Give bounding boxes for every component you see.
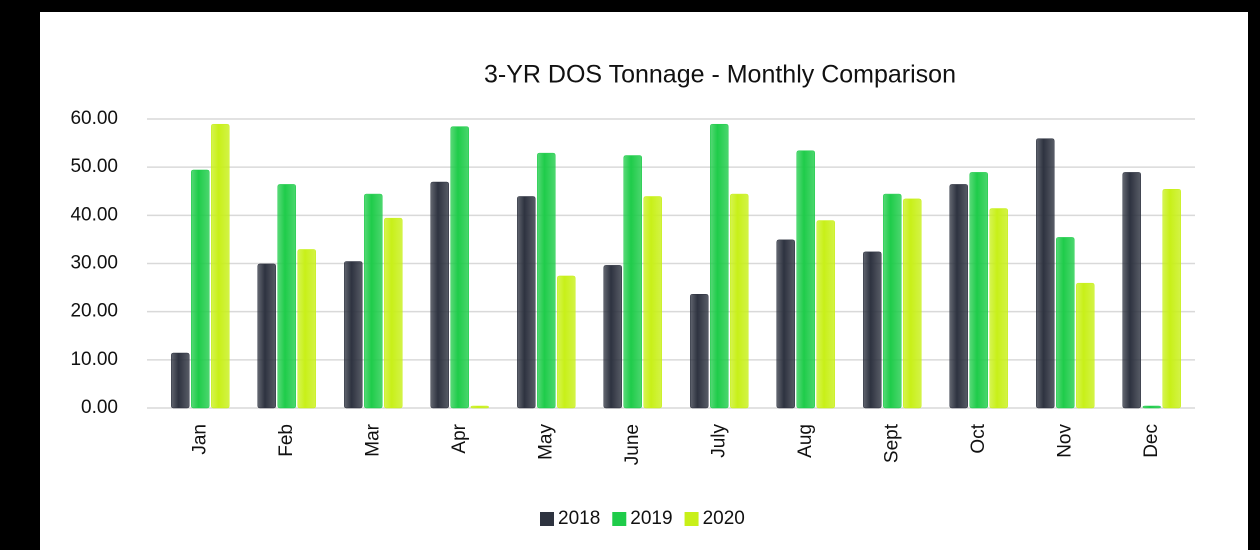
y-tick-label: 20.00 bbox=[70, 301, 118, 322]
legend-label: 2018 bbox=[558, 508, 600, 529]
bar bbox=[796, 150, 815, 409]
bar bbox=[277, 184, 296, 409]
bar bbox=[211, 123, 230, 409]
x-tick-label: July bbox=[708, 424, 729, 458]
legend-swatch bbox=[540, 512, 554, 526]
bar bbox=[903, 198, 922, 409]
bar bbox=[816, 220, 835, 409]
y-tick-label: 0.00 bbox=[81, 397, 118, 418]
bar bbox=[863, 251, 882, 409]
x-tick-label: Dec bbox=[1141, 424, 1162, 458]
legend-swatch bbox=[612, 512, 627, 526]
x-tick-label: Aug bbox=[795, 424, 816, 458]
bar bbox=[297, 249, 316, 409]
bar bbox=[643, 196, 662, 409]
bar bbox=[710, 123, 729, 409]
bar bbox=[1162, 189, 1181, 409]
x-tick-label: Apr bbox=[449, 423, 470, 453]
bar bbox=[1122, 172, 1141, 409]
bar bbox=[969, 172, 988, 409]
bar bbox=[191, 169, 210, 409]
bar bbox=[557, 275, 576, 409]
x-tick-label: Mar bbox=[362, 423, 383, 456]
x-tick-label: Oct bbox=[968, 423, 989, 453]
chart-title: 3-YR DOS Tonnage - Monthly Comparison bbox=[484, 61, 956, 89]
bar bbox=[517, 196, 536, 409]
bar bbox=[430, 181, 449, 409]
bar bbox=[730, 193, 749, 409]
legend-label: 2020 bbox=[703, 508, 745, 529]
bar bbox=[470, 405, 489, 409]
x-tick-label: Jan bbox=[189, 424, 210, 455]
x-tick-label: Sept bbox=[881, 423, 902, 463]
y-tick-label: 30.00 bbox=[70, 253, 118, 274]
x-tick-label: May bbox=[535, 424, 556, 460]
bar bbox=[623, 155, 642, 409]
y-tick-label: 40.00 bbox=[70, 204, 118, 225]
bar bbox=[450, 126, 469, 409]
bar bbox=[989, 208, 1008, 409]
x-tick-label: June bbox=[622, 424, 643, 465]
bar bbox=[690, 294, 709, 409]
bar bbox=[1056, 237, 1075, 409]
legend-label: 2019 bbox=[630, 508, 672, 529]
x-tick-label: Feb bbox=[276, 424, 297, 457]
x-tick-label: Nov bbox=[1054, 424, 1075, 458]
bar bbox=[1142, 405, 1161, 409]
bar bbox=[384, 217, 403, 409]
bar bbox=[171, 352, 190, 409]
bar bbox=[1036, 138, 1055, 409]
bar bbox=[776, 239, 795, 409]
bar bbox=[883, 193, 902, 409]
y-tick-label: 50.00 bbox=[70, 156, 118, 177]
y-tick-label: 60.00 bbox=[70, 108, 118, 129]
bar bbox=[364, 193, 383, 409]
bar bbox=[603, 265, 622, 409]
bar bbox=[949, 184, 968, 409]
bar bbox=[344, 261, 363, 409]
legend-swatch bbox=[684, 512, 699, 526]
y-tick-label: 10.00 bbox=[70, 349, 118, 370]
bar bbox=[257, 263, 276, 409]
bar bbox=[1076, 282, 1095, 409]
bar bbox=[537, 152, 556, 409]
